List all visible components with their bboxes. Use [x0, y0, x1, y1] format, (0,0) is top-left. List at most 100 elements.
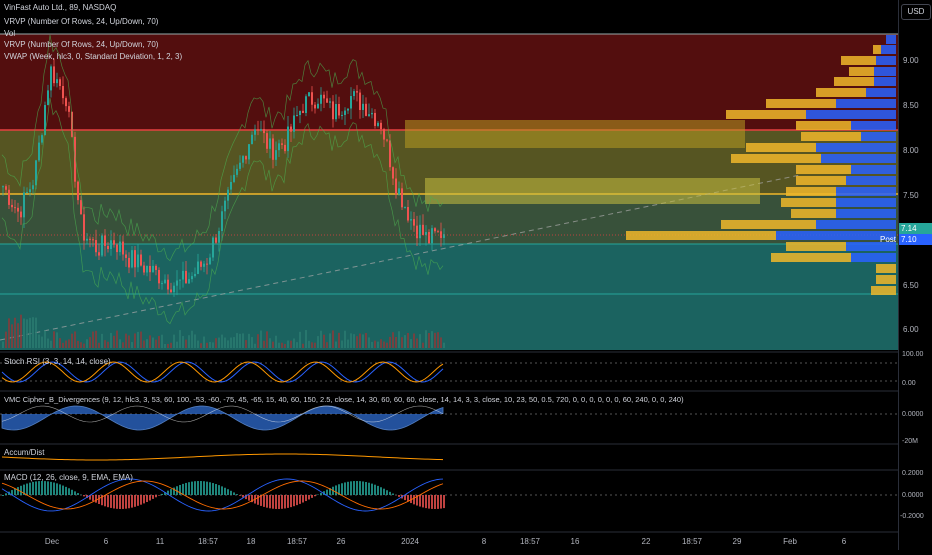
- indicator-vrvp-2[interactable]: VRVP (Number Of Rows, 24, Up/Down, 70): [4, 40, 158, 50]
- macd-histogram-bar: [371, 484, 373, 495]
- time-tick: 6: [104, 537, 108, 546]
- volume-bar: [263, 341, 265, 348]
- volume-bar: [266, 331, 268, 348]
- volume-bar: [80, 342, 82, 348]
- price-axis[interactable]: USD 9.00 8.50 8.00 7.50 6.50 6.00 7.14 7…: [898, 0, 932, 550]
- candle-body: [392, 167, 394, 178]
- macd-histogram-bar: [236, 494, 238, 495]
- volume-bar: [59, 338, 61, 348]
- indicator-vrvp-1[interactable]: VRVP (Number Of Rows, 24, Up/Down, 70): [4, 17, 158, 27]
- macd-histogram-bar: [239, 495, 241, 496]
- vrvp-row-up: [796, 165, 851, 174]
- candle-body: [428, 232, 430, 243]
- stoch-rsi-label[interactable]: Stoch RSI (3, 3, 14, 14, close): [4, 357, 111, 367]
- candle-body: [176, 281, 178, 286]
- macd-histogram-bar: [185, 483, 187, 495]
- candle-body: [86, 239, 88, 241]
- macd-histogram-bar: [434, 495, 436, 509]
- post-price-label: 7.10: [899, 234, 932, 245]
- vrvp-row-up: [801, 132, 861, 141]
- macd-histogram-bar: [293, 495, 295, 506]
- volume-bar: [332, 330, 334, 348]
- candle-body: [422, 225, 424, 235]
- indicator-vol[interactable]: Vol: [4, 29, 15, 39]
- volume-bar: [428, 333, 430, 348]
- macd-histogram-bar: [368, 483, 370, 495]
- time-tick: 11: [156, 537, 164, 546]
- macd-histogram-bar: [314, 495, 316, 496]
- volume-bar: [374, 341, 376, 348]
- candle-body: [188, 279, 190, 283]
- macd-histogram-bar: [131, 495, 133, 508]
- vrvp-row-up: [791, 209, 836, 218]
- volume-bar: [407, 333, 409, 348]
- macd-histogram-bar: [215, 484, 217, 495]
- candle-body: [398, 188, 400, 194]
- macd-histogram-bar: [257, 495, 259, 505]
- volume-bar: [29, 318, 31, 348]
- vrvp-row-down: [816, 220, 896, 229]
- candle-body: [5, 186, 7, 190]
- volume-bar: [140, 332, 142, 348]
- volume-bar: [77, 341, 79, 348]
- symbol-title[interactable]: VinFast Auto Ltd., 89, NASDAQ: [4, 3, 116, 13]
- candle-body: [83, 214, 85, 240]
- volume-bar: [410, 339, 412, 348]
- macd-histogram-bar: [209, 482, 211, 495]
- candle-body: [14, 207, 16, 208]
- volume-bar: [134, 333, 136, 348]
- volume-bar: [56, 332, 58, 348]
- chart-area[interactable]: [0, 0, 898, 550]
- candle-body: [89, 239, 91, 240]
- candle-body: [20, 212, 22, 218]
- candle-body: [293, 115, 295, 131]
- candle-body: [218, 231, 220, 243]
- volume-bar: [89, 337, 91, 348]
- volume-bar: [110, 333, 112, 348]
- volume-bar: [395, 337, 397, 348]
- volume-bar: [269, 338, 271, 348]
- volume-bar: [119, 339, 121, 348]
- volume-bar: [236, 333, 238, 348]
- vrvp-row-up: [841, 56, 876, 65]
- macd-histogram-bar: [392, 493, 394, 495]
- candle-body: [128, 258, 130, 268]
- macd-histogram-bar: [299, 495, 301, 504]
- volume-bar: [221, 335, 223, 348]
- macd-histogram-bar: [119, 495, 121, 509]
- candle-body: [380, 123, 382, 129]
- volume-bar: [356, 336, 358, 348]
- volume-bar: [254, 344, 256, 348]
- volume-bar: [227, 340, 229, 348]
- macd-histogram-bar: [74, 491, 76, 495]
- candle-body: [62, 86, 64, 98]
- macd-tick: 0.0000: [902, 492, 923, 499]
- volume-bar: [329, 333, 331, 348]
- candle-body: [149, 266, 151, 272]
- candle-body: [179, 280, 181, 281]
- volume-bar: [380, 339, 382, 348]
- volume-bar: [278, 343, 280, 348]
- candle-body: [263, 129, 265, 133]
- macd-histogram-bar: [170, 489, 172, 495]
- candle-body: [212, 238, 214, 258]
- candle-body: [401, 188, 403, 207]
- candle-body: [365, 104, 367, 116]
- currency-button[interactable]: USD: [901, 4, 931, 20]
- candle-body: [164, 280, 166, 283]
- time-tick: Feb: [783, 537, 797, 546]
- macd-tick: -0.2000: [900, 513, 924, 520]
- candle-body: [29, 189, 31, 192]
- stoch-tick: 100.00: [902, 351, 923, 358]
- indicator-vwap[interactable]: VWAP (Week, hlc3, 0, Standard Deviation,…: [4, 52, 182, 62]
- candle-body: [311, 92, 313, 105]
- macd-label[interactable]: MACD (12, 26, close, 9, EMA, EMA): [4, 473, 133, 483]
- macd-histogram-bar: [389, 492, 391, 495]
- price-tick: 9.00: [903, 56, 919, 65]
- accum-dist-label[interactable]: Accum/Dist: [4, 448, 44, 458]
- price-chart[interactable]: [0, 0, 898, 550]
- macd-histogram-bar: [65, 487, 67, 495]
- vmc-tick: 0.0000: [902, 411, 923, 418]
- macd-histogram-bar: [443, 495, 445, 508]
- vmc-cipher-label[interactable]: VMC Cipher_B_Divergences (9, 12, hlc3, 3…: [4, 395, 684, 405]
